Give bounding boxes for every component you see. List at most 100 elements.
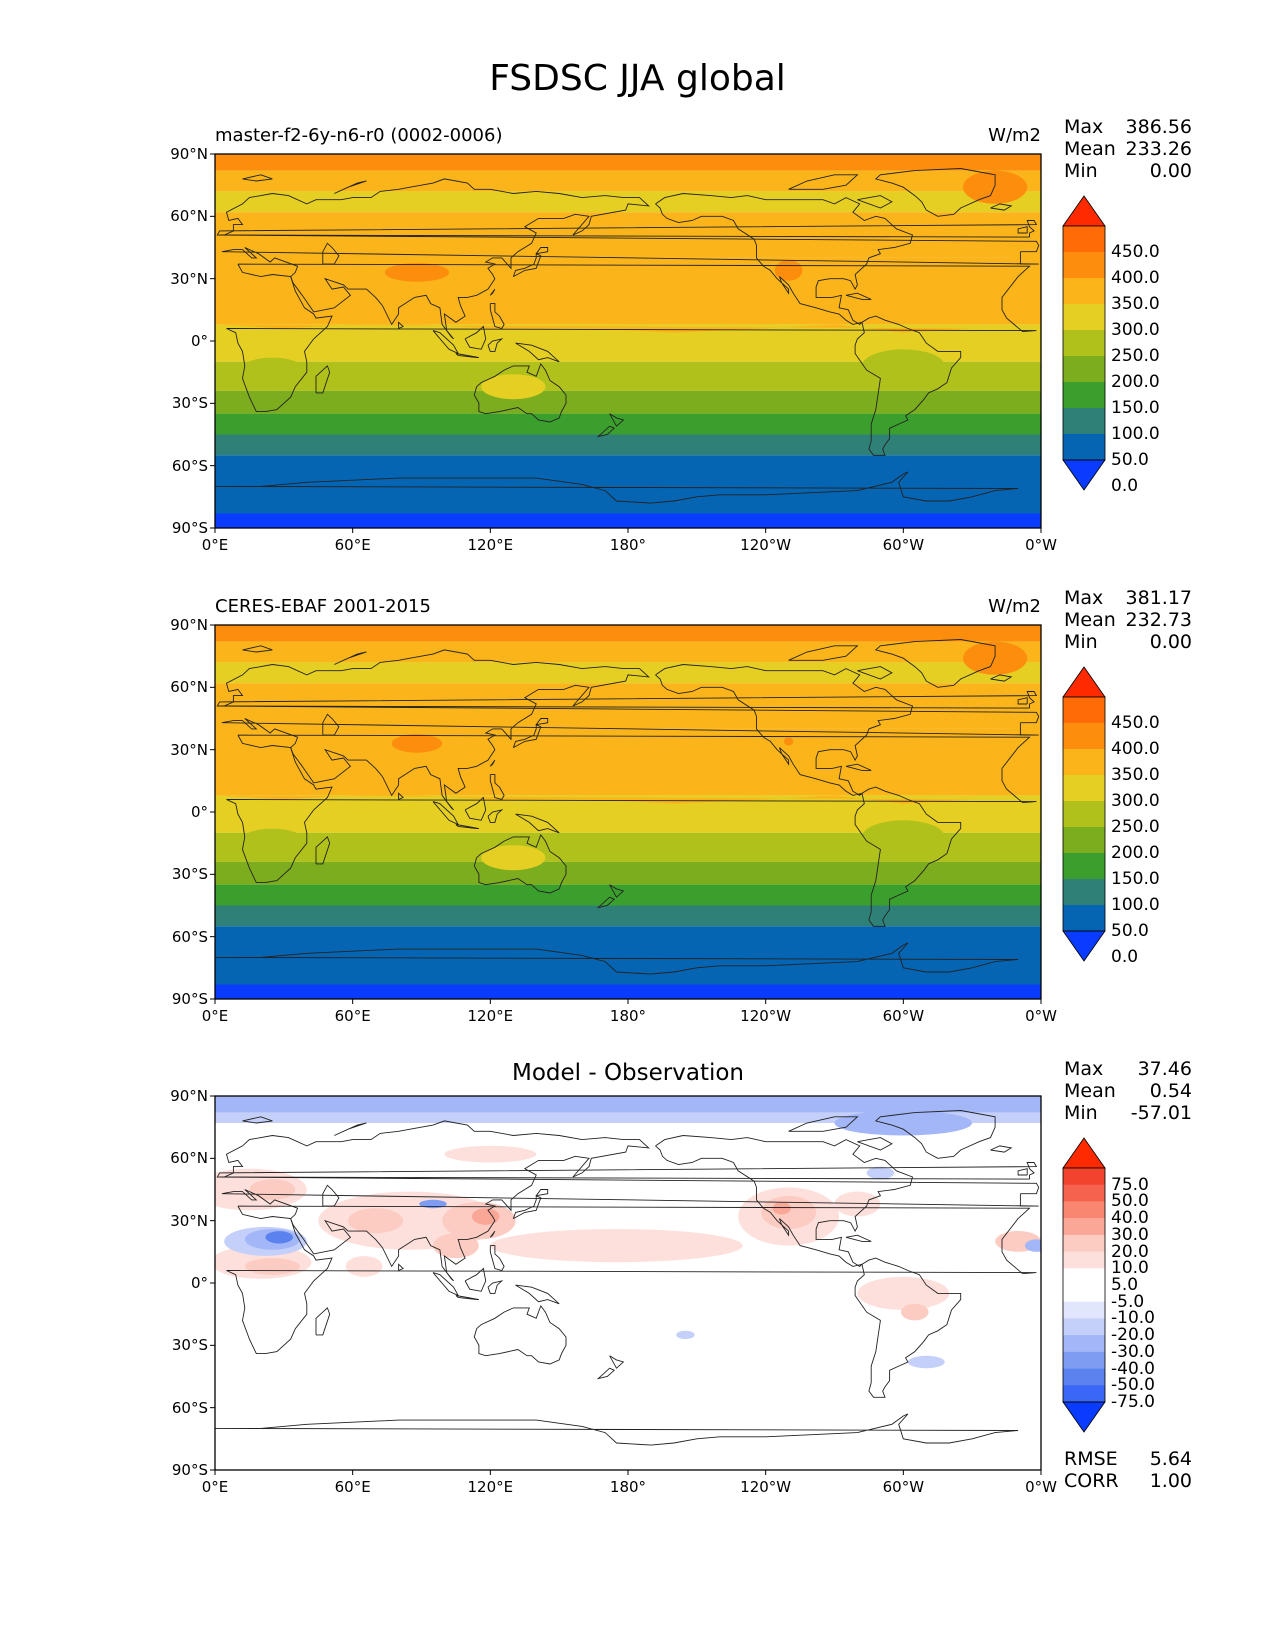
- coastline: [216, 220, 1038, 238]
- coastline: [489, 774, 505, 801]
- colorbar-extend-min: [1062, 459, 1106, 491]
- coastline: [655, 1135, 914, 1267]
- colorbar-extend-min: [1062, 930, 1106, 962]
- negative-anomaly: [1024, 1239, 1041, 1252]
- colorbar-segment: [1063, 252, 1105, 279]
- stat-label: Max: [1064, 587, 1104, 609]
- coastline: [315, 1307, 331, 1336]
- contour-maximum: [774, 260, 803, 281]
- colorbar-label: 50.0: [1111, 450, 1149, 470]
- figure-title: FSDSC JJA global: [489, 58, 786, 99]
- coastline: [464, 796, 487, 821]
- contour-band: [481, 845, 546, 871]
- y-tick-label: 60°S: [171, 927, 208, 946]
- positive-anomaly: [348, 1208, 404, 1234]
- coastline: [487, 1280, 504, 1294]
- stat-value: 0.00: [1149, 160, 1192, 182]
- stat-label: Min: [1064, 631, 1098, 653]
- y-tick-label: 30°S: [171, 394, 208, 413]
- coastline: [990, 203, 1013, 211]
- coastline: [432, 330, 460, 355]
- positive-anomaly: [345, 1256, 383, 1277]
- colorbar-segment: [1063, 1218, 1105, 1236]
- contour-band: [215, 191, 1041, 213]
- coastline: [334, 1122, 367, 1136]
- colorbar-label: -40.0: [1111, 1358, 1155, 1379]
- coastline: [216, 691, 1038, 709]
- panel-units: W/m2: [988, 596, 1041, 617]
- colorbar-label: -30.0: [1111, 1341, 1155, 1362]
- y-tick-label: 30°S: [171, 865, 208, 884]
- colorbar-frame: [1062, 1167, 1106, 1403]
- x-tick-label: 120°W: [740, 1007, 792, 1025]
- x-tick-label: 0°W: [1025, 1007, 1057, 1025]
- contour-band: [215, 662, 1041, 684]
- contour-band: [215, 861, 1041, 885]
- y-tick-label: 30°N: [170, 1211, 208, 1230]
- stat-label: Max: [1064, 1058, 1104, 1080]
- contour-band: [215, 641, 1041, 663]
- contour-maximum: [391, 734, 443, 753]
- colorbar-label: 450.0: [1111, 713, 1160, 733]
- coastlines: [215, 1110, 1040, 1446]
- x-tick-label: 120°E: [467, 536, 514, 554]
- stat-label: Min: [1064, 160, 1098, 182]
- negative-anomaly: [866, 1166, 895, 1180]
- positive-anomaly: [834, 1191, 881, 1217]
- colorbar-segment: [1063, 827, 1105, 854]
- map-panel-ref: [210, 624, 1106, 1004]
- coastline: [845, 1234, 872, 1242]
- colorbar-label: 200.0: [1111, 843, 1160, 863]
- coastlines: [215, 639, 1040, 975]
- colorbar-segment: [1063, 1351, 1105, 1369]
- coastline: [473, 1304, 567, 1365]
- contour-band: [240, 357, 305, 383]
- coastline: [464, 1267, 487, 1292]
- coastline: [216, 1162, 1038, 1180]
- coastline: [242, 1116, 273, 1124]
- contour-maximum: [384, 263, 449, 282]
- colorbar-segment: [1063, 697, 1105, 724]
- y-tick-label: 90°N: [170, 1087, 208, 1105]
- positive-anomaly: [444, 1145, 537, 1163]
- map-panel-test: [210, 153, 1106, 533]
- coastline: [398, 1263, 404, 1271]
- coastline: [535, 1189, 549, 1197]
- map-field: [215, 1096, 1041, 1470]
- colorbar-segment: [1063, 723, 1105, 750]
- colorbar-label: 350.0: [1111, 294, 1160, 314]
- colorbar-segment: [1063, 1301, 1105, 1319]
- colorbar-label: 40.0: [1111, 1208, 1149, 1229]
- contour-band: [963, 170, 1028, 204]
- contour-band: [304, 276, 333, 289]
- x-tick-label: 120°E: [467, 1007, 514, 1025]
- stat-label: RMSE: [1064, 1448, 1118, 1470]
- contour-band: [215, 1112, 1041, 1124]
- contour-band: [215, 625, 1041, 642]
- coastline: [655, 664, 914, 796]
- colorbar-label: 400.0: [1111, 739, 1160, 759]
- y-tick-label: 60°N: [170, 207, 208, 226]
- coastline: [609, 1355, 625, 1369]
- coastline: [535, 718, 549, 726]
- colorbar-label: -10.0: [1111, 1308, 1155, 1329]
- stat-value: 0.00: [1149, 631, 1192, 653]
- colorbar-segment: [1063, 749, 1105, 776]
- colorbar-segment: [1063, 408, 1105, 435]
- colorbar-segment: [1063, 1251, 1105, 1269]
- contour-band: [963, 641, 1028, 675]
- colorbar-label: 250.0: [1111, 817, 1160, 837]
- coastline: [489, 1230, 496, 1238]
- coastline: [489, 288, 496, 296]
- positive-anomaly: [249, 1179, 296, 1200]
- coastlines: [215, 168, 1040, 504]
- coastline: [596, 425, 616, 438]
- coastline: [990, 1145, 1013, 1153]
- colorbar-segment: [1063, 434, 1105, 461]
- colorbar-label: 30.0: [1111, 1224, 1149, 1245]
- colorbar-label: -20.0: [1111, 1325, 1155, 1346]
- contour-band: [215, 753, 973, 804]
- coastline: [226, 734, 1037, 884]
- colorbar-segment: [1063, 1335, 1105, 1353]
